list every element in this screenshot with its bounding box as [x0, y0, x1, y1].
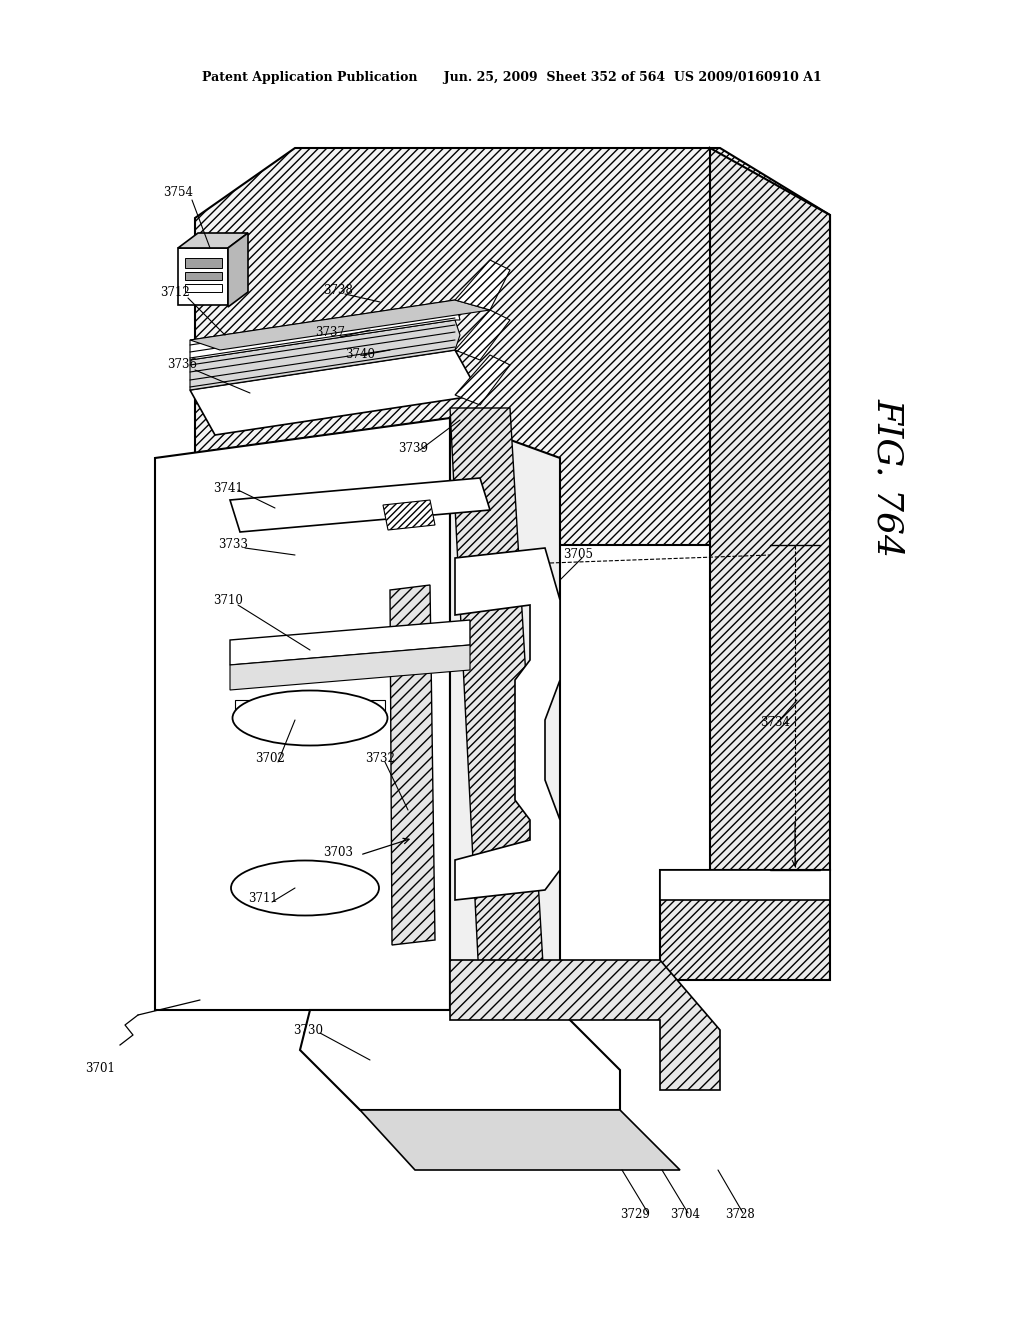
Polygon shape [230, 620, 470, 665]
Polygon shape [178, 248, 228, 305]
Polygon shape [450, 408, 545, 998]
Text: 3703: 3703 [323, 846, 353, 858]
Text: 3734: 3734 [760, 715, 790, 729]
Text: 3729: 3729 [621, 1209, 650, 1221]
Polygon shape [360, 1110, 680, 1170]
Polygon shape [455, 310, 510, 360]
Text: 3737: 3737 [315, 326, 345, 339]
Text: 3701: 3701 [85, 1061, 115, 1074]
Polygon shape [185, 284, 222, 292]
Polygon shape [178, 234, 248, 248]
Polygon shape [710, 148, 830, 870]
Polygon shape [234, 700, 385, 715]
Polygon shape [455, 548, 560, 900]
Text: 3740: 3740 [345, 348, 375, 362]
Text: 3736: 3736 [167, 359, 197, 371]
Polygon shape [390, 585, 435, 945]
Text: 3705: 3705 [563, 549, 593, 561]
Ellipse shape [231, 861, 379, 916]
Polygon shape [190, 300, 460, 360]
Text: 3739: 3739 [398, 441, 428, 454]
Polygon shape [300, 1010, 620, 1110]
Polygon shape [450, 418, 560, 1049]
Text: 3712: 3712 [160, 285, 189, 298]
Polygon shape [230, 645, 470, 690]
Text: 3728: 3728 [725, 1209, 755, 1221]
Text: 3704: 3704 [670, 1209, 700, 1221]
Polygon shape [190, 319, 460, 389]
Polygon shape [185, 272, 222, 280]
Polygon shape [455, 355, 510, 405]
Polygon shape [195, 148, 830, 545]
Text: 3738: 3738 [323, 284, 353, 297]
Polygon shape [660, 870, 830, 979]
Polygon shape [383, 500, 435, 531]
Polygon shape [455, 260, 510, 310]
Text: 3741: 3741 [213, 482, 243, 495]
Text: 3733: 3733 [218, 539, 248, 552]
Polygon shape [228, 234, 248, 308]
Text: 3710: 3710 [213, 594, 243, 606]
Polygon shape [185, 257, 222, 268]
Text: FIG. 764: FIG. 764 [871, 399, 905, 557]
Text: 3730: 3730 [293, 1023, 323, 1036]
Text: 3754: 3754 [163, 186, 193, 198]
Text: Patent Application Publication      Jun. 25, 2009  Sheet 352 of 564  US 2009/016: Patent Application Publication Jun. 25, … [202, 71, 822, 84]
Polygon shape [190, 300, 490, 350]
Polygon shape [155, 418, 450, 1010]
Polygon shape [190, 350, 480, 436]
Ellipse shape [232, 690, 387, 746]
Polygon shape [230, 478, 490, 532]
Polygon shape [450, 960, 720, 1090]
Text: 3732: 3732 [366, 751, 395, 764]
Text: 3711: 3711 [248, 891, 278, 904]
Polygon shape [660, 870, 830, 900]
Text: 3702: 3702 [255, 751, 285, 764]
